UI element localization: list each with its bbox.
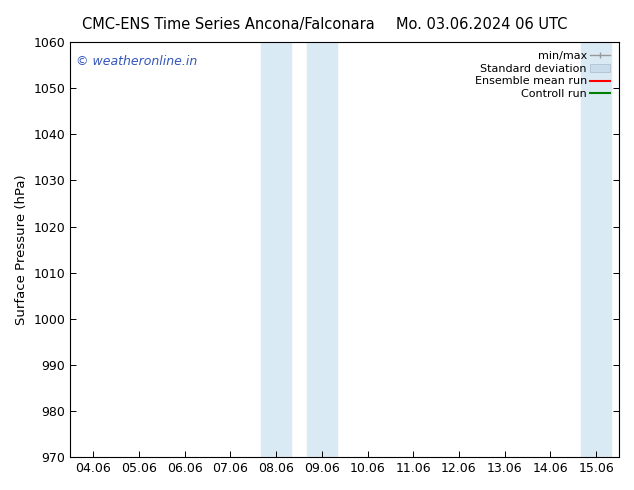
Legend: min/max, Standard deviation, Ensemble mean run, Controll run: min/max, Standard deviation, Ensemble me… [471, 48, 614, 102]
Bar [619, 42, 634, 457]
Text: CMC-ENS Time Series Ancona/Falconara: CMC-ENS Time Series Ancona/Falconara [82, 17, 375, 32]
Bar [581, 42, 611, 457]
Bar [261, 42, 291, 457]
Text: Mo. 03.06.2024 06 UTC: Mo. 03.06.2024 06 UTC [396, 17, 567, 32]
Text: © weatheronline.in: © weatheronline.in [76, 54, 197, 68]
Bar [307, 42, 337, 457]
Y-axis label: Surface Pressure (hPa): Surface Pressure (hPa) [15, 174, 28, 325]
